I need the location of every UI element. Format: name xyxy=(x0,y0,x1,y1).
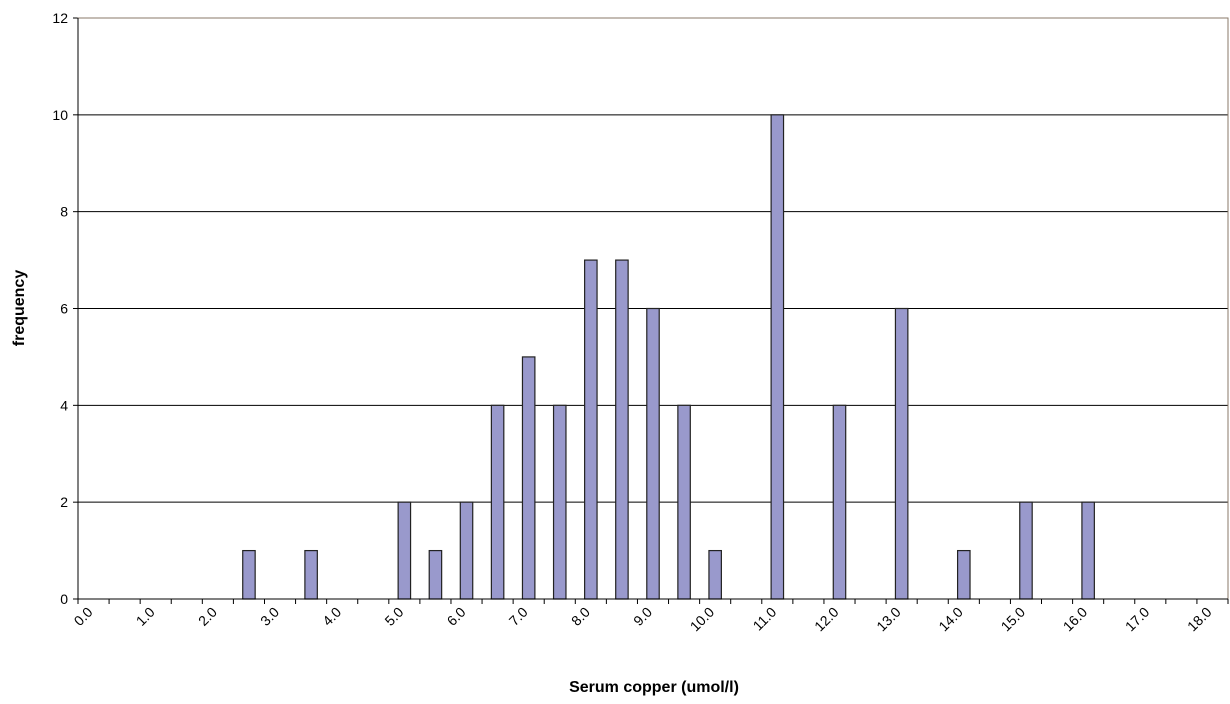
bar xyxy=(584,259,598,600)
x-tick-label: 12.0 xyxy=(811,604,842,635)
x-tick-label: 3.0 xyxy=(257,604,282,629)
x-tick-label: 11.0 xyxy=(750,604,780,634)
x-tick-label: 5.0 xyxy=(381,604,406,629)
bar xyxy=(459,501,474,600)
y-tick-label: 0 xyxy=(60,591,68,607)
x-tick-label: 2.0 xyxy=(195,604,220,629)
y-tick-label: 2 xyxy=(60,494,68,510)
bar xyxy=(242,549,256,600)
bar xyxy=(1081,501,1095,600)
bar xyxy=(646,307,660,600)
x-tick-label: 16.0 xyxy=(1060,604,1091,635)
bar xyxy=(304,549,318,600)
x-tick-label: 14.0 xyxy=(935,604,966,635)
bar xyxy=(490,404,505,600)
x-tick-label: 15.0 xyxy=(998,604,1029,635)
bar xyxy=(552,404,567,600)
x-tick-label: 17.0 xyxy=(1122,604,1153,635)
x-tick-label: 10.0 xyxy=(687,604,718,635)
bar xyxy=(521,356,536,600)
y-axis-title: frequency xyxy=(11,270,28,347)
bar xyxy=(832,404,847,600)
x-tick-label: 18.0 xyxy=(1184,604,1215,635)
x-tick-label: 8.0 xyxy=(568,604,593,629)
y-tick-label: 6 xyxy=(60,301,68,317)
x-tick-label: 13.0 xyxy=(873,604,904,635)
bar xyxy=(770,114,785,600)
bar xyxy=(677,404,691,600)
bar xyxy=(615,259,629,600)
x-tick-label: 0.0 xyxy=(71,604,96,629)
bar xyxy=(894,307,909,600)
y-tick-label: 12 xyxy=(52,10,68,26)
x-tick-label: 9.0 xyxy=(630,604,655,629)
bar xyxy=(1019,501,1033,600)
x-tick-label: 7.0 xyxy=(506,604,531,629)
x-tick-label: 4.0 xyxy=(319,604,344,629)
y-tick-label: 4 xyxy=(60,397,68,413)
x-tick-label: 6.0 xyxy=(444,604,469,629)
x-axis-title: Serum copper (umol/l) xyxy=(569,679,739,696)
y-tick-label: 10 xyxy=(52,107,68,123)
y-tick-label: 8 xyxy=(60,204,68,220)
bar xyxy=(428,549,443,600)
x-tick-label: 1.0 xyxy=(133,604,158,629)
bar xyxy=(397,501,412,600)
bar xyxy=(708,549,722,600)
bar xyxy=(956,549,971,600)
